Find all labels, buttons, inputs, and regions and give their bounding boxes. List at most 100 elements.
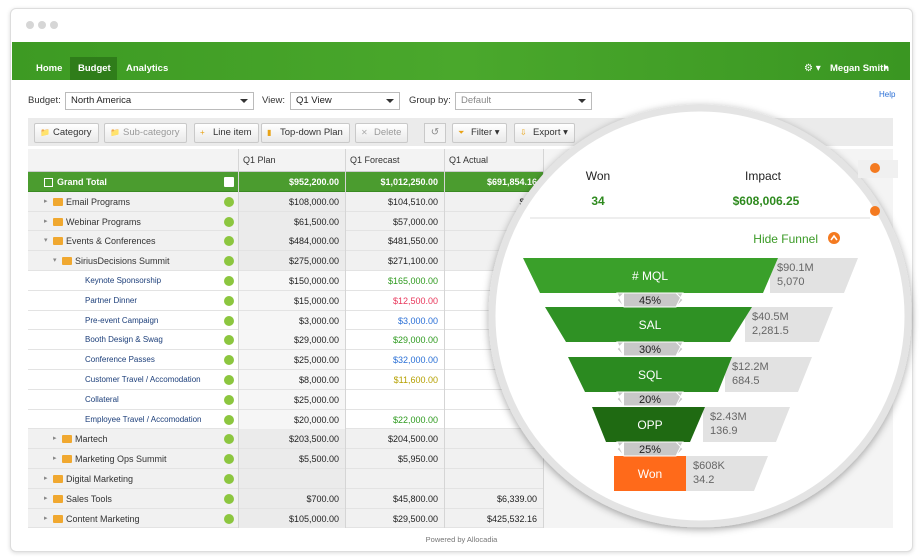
column-header: Q1 Actual (449, 155, 489, 165)
actual-cell: $6,339.00 (496, 493, 537, 504)
forecast-cell: $45,800.00 (392, 493, 438, 504)
table-header (28, 149, 543, 172)
plan-cell-bg (238, 330, 345, 350)
won-value: 34 (591, 194, 605, 208)
stage-count: 34.2 (693, 474, 714, 486)
plan-cell: $25,000.00 (293, 355, 339, 366)
settings-icon[interactable]: ⚙ ▾ (804, 63, 821, 74)
forecast-cell: $481,550.00 (387, 236, 438, 247)
group-select[interactable]: Default (455, 92, 592, 110)
row-action[interactable] (224, 513, 234, 524)
plan-cell: $203,500.00 (288, 434, 339, 445)
undo-button[interactable]: ↺ (424, 123, 446, 143)
row-action[interactable] (224, 454, 234, 465)
row-label: Martech (75, 434, 108, 445)
budget-select[interactable]: North America (65, 92, 254, 110)
rate-badge (616, 441, 684, 457)
funnel-stage (592, 407, 705, 442)
row-icon (53, 475, 63, 483)
forecast-cell: $32,000.00 (392, 355, 438, 366)
footer: Powered by Allocadia (425, 535, 498, 544)
toolbar-button[interactable]: Sub-category 📁 (104, 123, 187, 143)
row-action[interactable] (224, 474, 234, 484)
expand-arrow: ▾ (44, 237, 48, 245)
row-label: Webinar Programs (66, 216, 141, 227)
row-action[interactable] (224, 434, 234, 445)
funnel-stage (545, 307, 752, 342)
plan-cell-bg (238, 409, 345, 429)
chevron (830, 234, 838, 241)
row-action[interactable] (224, 177, 234, 187)
window-dot (26, 21, 34, 29)
column-divider (345, 149, 346, 528)
user-menu[interactable]: Megan Smith (830, 63, 890, 74)
toolbar-button[interactable]: Category 📁 (34, 123, 99, 143)
row-label: Email Programs (66, 196, 131, 207)
row-action[interactable] (224, 394, 234, 405)
row-action[interactable] (224, 414, 234, 425)
row-label: Content Marketing (66, 513, 140, 524)
conversion-rate: 30% (639, 344, 661, 356)
hide-funnel-icon[interactable] (828, 232, 840, 244)
row-action[interactable] (224, 335, 234, 346)
stage-count: 136.9 (710, 425, 738, 437)
plan-cell: $952,200.00 (288, 177, 339, 187)
row-label: Pre-event Campaign (85, 315, 159, 325)
tab[interactable]: Home (36, 63, 63, 74)
stage-count: 2,281.5 (752, 325, 789, 337)
plan-cell-bg (238, 231, 345, 251)
stage-count: 5,070 (777, 276, 805, 288)
plan-cell-bg (238, 271, 345, 290)
toolbar-button[interactable]: Export ⇩ ▾ (514, 123, 575, 143)
expand-arrow: ▸ (44, 217, 48, 225)
row-label: Keynote Sponsorship (85, 276, 162, 285)
row-action[interactable] (224, 375, 234, 385)
plan-cell-bg (238, 429, 345, 449)
stage-name: # MQL (632, 269, 668, 283)
row-action[interactable] (224, 236, 234, 247)
hide-funnel: Hide Funnel (753, 232, 818, 246)
table-row (28, 172, 543, 192)
help-link[interactable]: Help (879, 90, 896, 99)
stage-amount: $2.43M (710, 411, 747, 423)
row-action[interactable] (224, 315, 234, 326)
row-action[interactable] (224, 493, 234, 504)
funnel-stage (568, 357, 732, 392)
stage-info-bg (725, 357, 812, 392)
expand-arrow: ▸ (44, 475, 48, 482)
forecast-cell: $204,500.00 (387, 434, 438, 445)
filter-label: Budget: (28, 95, 61, 106)
toolbar-button[interactable]: Delete ✕ (355, 123, 409, 143)
header-bar (12, 42, 910, 80)
stage-count: 684.5 (732, 375, 760, 387)
forecast-cell: $165,000.00 (387, 276, 438, 286)
row-action[interactable] (224, 196, 234, 207)
plan-cell: $275,000.00 (288, 256, 339, 267)
row-action[interactable] (224, 276, 234, 286)
row-action[interactable] (224, 256, 234, 267)
forecast-cell: $29,500.00 (392, 513, 438, 524)
plan-cell-bg (238, 211, 345, 231)
tab[interactable]: Analytics (126, 63, 169, 74)
user-caret: ▾ (884, 63, 889, 72)
stage-info-bg (745, 307, 833, 342)
funnel-stage (614, 456, 686, 491)
row-action[interactable] (224, 216, 234, 227)
toolbar-button[interactable]: Line item + (194, 123, 259, 143)
tab[interactable]: Budget (78, 63, 111, 74)
row-action[interactable] (224, 295, 234, 306)
stage-name: OPP (637, 418, 662, 432)
row-action[interactable] (224, 355, 234, 366)
collapse-icon (870, 206, 880, 216)
stage-info-bg (770, 258, 858, 293)
row-label: Marketing Ops Summit (75, 454, 167, 465)
expand-arrow: ▸ (53, 435, 57, 443)
view-select[interactable]: Q1 View (290, 92, 400, 110)
rate-badge (616, 292, 684, 308)
toolbar-button[interactable]: Top-down Plan ▮ (261, 123, 350, 143)
plan-cell: $5,500.00 (298, 454, 339, 465)
toolbar-button[interactable]: Filter ⏷ ▾ (452, 123, 507, 143)
button-icon: ⇩ (520, 128, 527, 137)
plan-cell: $700.00 (306, 493, 339, 504)
